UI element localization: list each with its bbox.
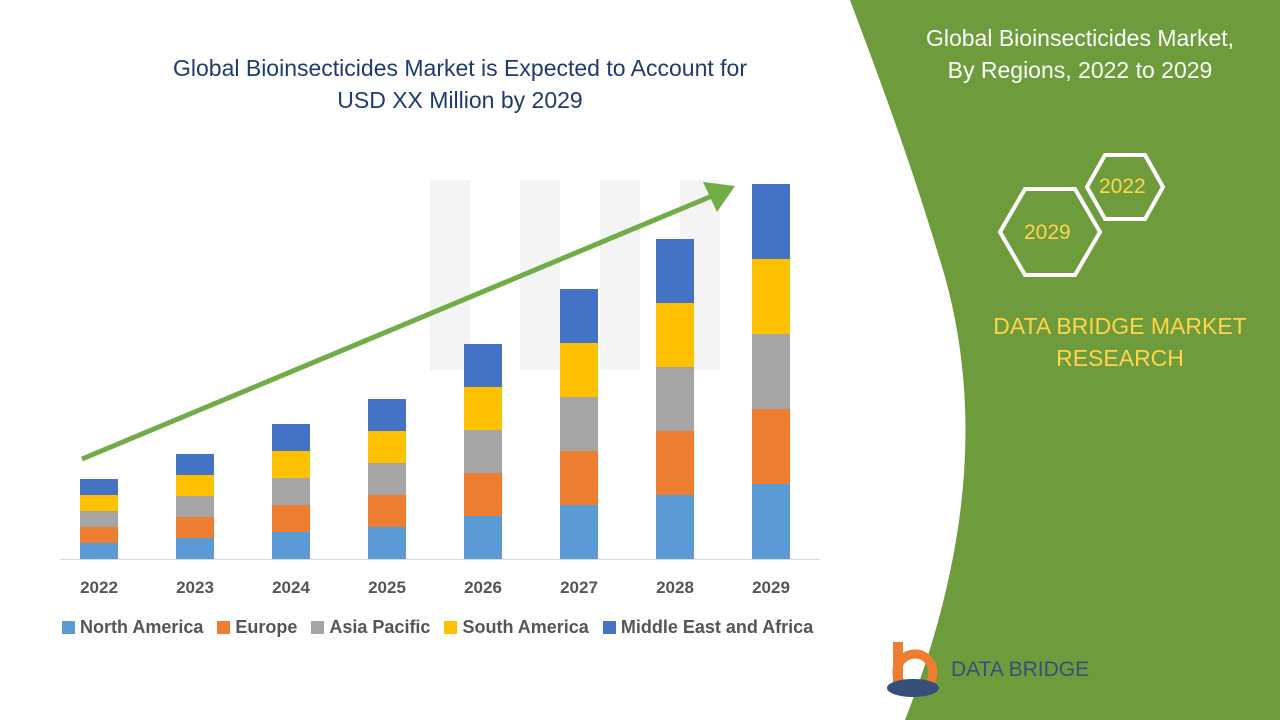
bar-segment-2026-1 — [464, 473, 502, 516]
legend-item: South America — [444, 617, 589, 638]
bar-segment-2026-0 — [464, 516, 502, 559]
bar-segment-2028-2 — [656, 367, 694, 431]
legend-label: Europe — [235, 617, 298, 637]
bar-segment-2029-3 — [752, 259, 790, 334]
legend: North America Europe Asia Pacific South Ame… — [62, 617, 813, 638]
bar-segment-2028-4 — [656, 239, 694, 303]
x-tick-label: 2024 — [272, 578, 310, 597]
hex-label-2022: 2022 — [1099, 175, 1146, 198]
x-tick-label: 2026 — [464, 578, 502, 597]
bar-segment-2026-2 — [464, 430, 502, 473]
bar-segment-2028-3 — [656, 303, 694, 367]
legend-item: Middle East and Africa — [602, 617, 814, 638]
bar-segment-2025-0 — [368, 527, 406, 559]
bar-segment-2027-2 — [560, 397, 598, 451]
bar-segment-2022-3 — [80, 495, 118, 511]
bar-segment-2024-4 — [272, 424, 310, 451]
legend-label: Asia Pacific — [329, 617, 431, 637]
bar-segment-2027-4 — [560, 289, 598, 343]
brand-text: DATA BRIDGE MARKET RESEARCH — [960, 310, 1280, 374]
bar-segment-2029-2 — [752, 334, 790, 409]
bar-segment-2023-3 — [176, 475, 214, 496]
legend-swatch — [62, 621, 75, 634]
panel-title: Global Bioinsecticides Market, By Regions… — [880, 22, 1280, 86]
bar-segment-2024-0 — [272, 532, 310, 559]
legend-swatch — [311, 621, 325, 634]
bar-segment-2025-4 — [368, 399, 406, 431]
bar-segment-2023-1 — [176, 517, 214, 538]
trend-arrow-head — [703, 182, 735, 212]
x-tick-label: 2029 — [752, 578, 790, 597]
legend-label: North America — [80, 617, 204, 637]
bar-segment-2026-4 — [464, 344, 502, 387]
bar-segment-2027-0 — [560, 505, 598, 559]
chart: 2022 2023 2024 2025 2026 2027 2028 2029 — [60, 182, 820, 597]
legend-item: North America — [62, 617, 203, 638]
hexagon-2022 — [1084, 153, 1166, 221]
bar-segment-2029-0 — [752, 484, 790, 559]
brand-line-2: RESEARCH — [1056, 345, 1184, 371]
bar-segment-2022-4 — [80, 479, 118, 495]
bar-segment-2025-1 — [368, 495, 406, 527]
trend-arrow — [81, 193, 713, 462]
bar-segment-2022-0 — [80, 543, 118, 559]
x-tick-label: 2027 — [560, 578, 598, 597]
bar-segment-2022-1 — [80, 527, 118, 543]
bar-segment-2025-2 — [368, 463, 406, 495]
bar-segment-2022-2 — [80, 511, 118, 527]
chart-title: Global Bioinsecticides Market is Expecte… — [100, 52, 820, 116]
bar-segment-2029-4 — [752, 184, 790, 259]
bar-segment-2028-0 — [656, 495, 694, 559]
x-tick-label: 2023 — [176, 578, 214, 597]
legend-swatch — [602, 621, 616, 634]
bar-segment-2026-3 — [464, 387, 502, 430]
bar-segment-2028-1 — [656, 431, 694, 495]
x-tick-label: 2028 — [656, 578, 694, 597]
hex-label-2029: 2029 — [1024, 221, 1071, 244]
logo-text: DATA BRIDGE — [951, 658, 1090, 681]
bar-segment-2023-0 — [176, 538, 214, 559]
legend-item: Asia Pacific — [311, 617, 430, 638]
bar-segment-2029-1 — [752, 409, 790, 484]
legend-swatch — [444, 621, 458, 634]
bar-segment-2023-4 — [176, 454, 214, 475]
x-tick-label: 2022 — [80, 578, 118, 597]
logo-icon — [887, 642, 939, 697]
bar-segment-2024-1 — [272, 505, 310, 532]
legend-swatch — [217, 621, 231, 634]
panel-title-line-2: By Regions, 2022 to 2029 — [947, 57, 1213, 83]
bar-segment-2023-2 — [176, 496, 214, 517]
panel-title-line-1: Global Bioinsecticides Market, — [925, 25, 1235, 51]
hexagon-2029 — [997, 187, 1103, 277]
bar-segment-2027-1 — [560, 451, 598, 505]
x-tick-label: 2025 — [368, 578, 406, 597]
title-line-1: Global Bioinsecticides Market is Expecte… — [172, 55, 747, 81]
brand-line-1: DATA BRIDGE MARKET — [993, 313, 1247, 339]
legend-label: South America — [462, 617, 589, 637]
bar-segment-2025-3 — [368, 431, 406, 463]
bar-segment-2027-3 — [560, 343, 598, 397]
title-line-2: USD XX Million by 2029 — [337, 87, 583, 113]
logo: DATA BRIDGE — [885, 640, 1089, 700]
bar-segment-2024-3 — [272, 451, 310, 478]
legend-item: Europe — [217, 617, 297, 638]
bar-segment-2024-2 — [272, 478, 310, 505]
legend-label: Middle East and Africa — [620, 617, 814, 637]
green-panel — [850, 0, 1280, 720]
